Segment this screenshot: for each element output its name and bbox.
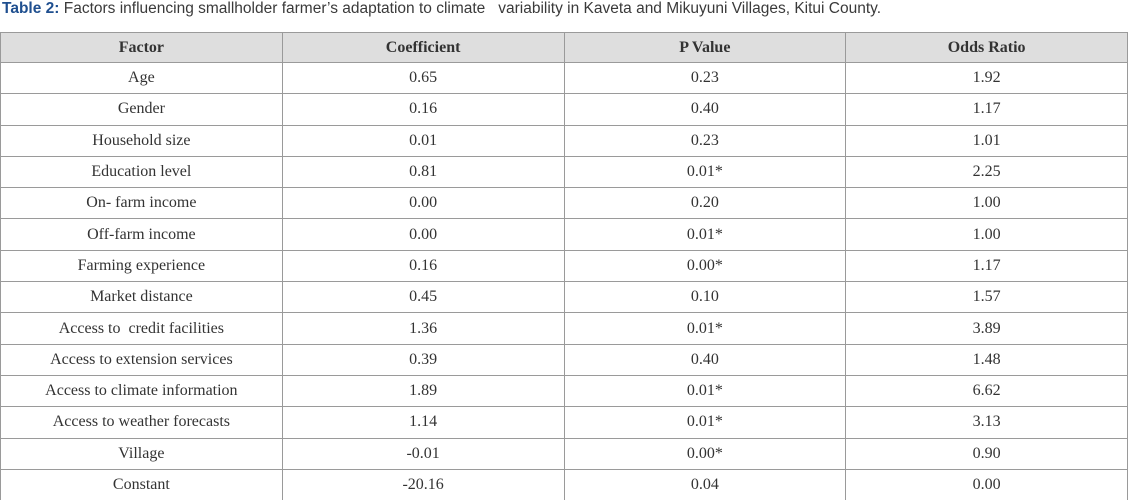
table-cell: 0.65 [281,61,565,95]
table-cell: 0.16 [281,93,565,126]
table-cell: 1.17 [845,93,1128,126]
table-row: Education level 0.81 0.01* 2.25 [0,155,1128,189]
table-row: Gender 0.16 0.40 1.17 [0,93,1128,126]
table-row: Access to extension services 0.39 0.40 1.48 [0,343,1128,376]
table-cell: Village [0,437,283,470]
table-cell: Household size [0,124,283,157]
table-cell: 3.13 [845,406,1128,439]
table-cell: 0.23 [563,61,847,95]
table-cell: 0.20 [563,187,847,220]
table-cell: 0.00* [563,249,847,283]
table-row: Access to weather forecasts 1.14 0.01* 3.13 [0,406,1128,439]
table-cell: 0.01* [563,218,847,251]
table-cell: 1.01 [845,124,1128,157]
header-cell: Coefficient [281,32,565,63]
table-row: Access to credit facilities 1.36 0.01* 3.89 [0,312,1128,345]
table: Factor Coefficient P Value Odds Ratio Age 0.… [0,32,1128,500]
table-cell: 0.00* [563,437,847,470]
table-cell: 0.01* [563,312,847,345]
table-cell: 1.36 [281,312,565,345]
table-cell: Education level [0,155,283,189]
table-cell: 0.90 [845,437,1128,470]
table-cell: 0.00 [281,218,565,251]
table-cell: Access to weather forecasts [0,406,283,439]
table-cell: 1.00 [845,218,1128,251]
table-cell: 1.48 [845,343,1128,376]
table-cell: 0.01* [563,155,847,189]
table-cell: Access to credit facilities [0,312,283,345]
table-cell: 0.00 [845,468,1128,500]
table-cell: Age [0,61,283,95]
caption-label: Table 2: [2,0,60,17]
caption-text: Factors influencing smallholder farmer’s… [63,0,882,17]
table-cell: 1.17 [845,249,1128,283]
table-cell: Farming experience [0,249,283,283]
table-row: Constant -20.16 0.04 0.00 [0,468,1128,500]
table-cell: 6.62 [845,374,1128,408]
table-body: Age 0.65 0.23 1.92 Gender 0.16 0.40 1.17 Househo… [0,61,1128,500]
table-cell: 0.40 [563,343,847,376]
table-cell: 1.14 [281,406,565,439]
table-cell: 0.16 [281,249,565,283]
table-row: Market distance 0.45 0.10 1.57 [0,281,1128,314]
table-cell: 0.40 [563,93,847,126]
table-cell: Gender [0,93,283,126]
table-cell: 3.89 [845,312,1128,345]
table-cell: 0.23 [563,124,847,157]
table-cell: 1.57 [845,281,1128,314]
table-cell: 0.01 [281,124,565,157]
header-row: Factor Coefficient P Value Odds Ratio [0,32,1128,63]
table-cell: 1.92 [845,61,1128,95]
table-cell: Access to extension services [0,343,283,376]
table-cell: -0.01 [281,437,565,470]
header-cell: P Value [563,32,847,63]
table-cell: 0.00 [281,187,565,220]
table-row: Farming experience 0.16 0.00* 1.17 [0,249,1128,283]
table-row: Village -0.01 0.00* 0.90 [0,437,1128,470]
table-cell: Constant [0,468,283,500]
table-cell: 1.89 [281,374,565,408]
table-cell: Off-farm income [0,218,283,251]
table-row: Access to climate information 1.89 0.01* 6.… [0,374,1128,408]
table-row: On- farm income 0.00 0.20 1.00 [0,187,1128,220]
table-cell: 0.45 [281,281,565,314]
table-cell: 0.01* [563,406,847,439]
header-cell: Factor [0,32,283,63]
table-cell: 0.01* [563,374,847,408]
table-cell: 0.81 [281,155,565,189]
table-cell: On- farm income [0,187,283,220]
table-row: Off-farm income 0.00 0.01* 1.00 [0,218,1128,251]
header-cell: Odds Ratio [845,32,1128,63]
table-cell: 0.04 [563,468,847,500]
table-row: Age 0.65 0.23 1.92 [0,61,1128,95]
table-cell: Market distance [0,281,283,314]
table-cell: 1.00 [845,187,1128,220]
caption: Table 2: Factors influencing smallholder… [0,0,1128,32]
table-cell: Access to climate information [0,374,283,408]
table-cell: 0.39 [281,343,565,376]
table-cell: 0.10 [563,281,847,314]
table-cell: -20.16 [281,468,565,500]
table-cell: 2.25 [845,155,1128,189]
table-row: Household size 0.01 0.23 1.01 [0,124,1128,157]
